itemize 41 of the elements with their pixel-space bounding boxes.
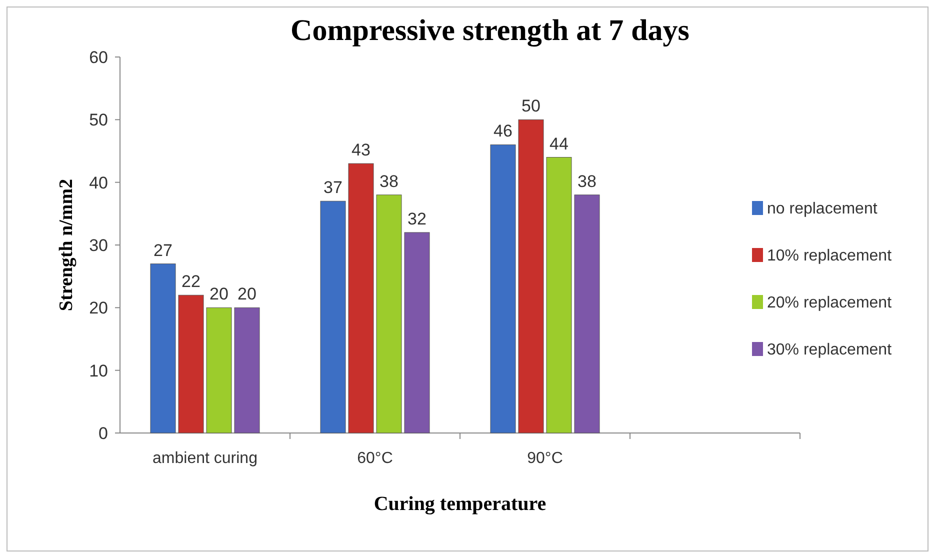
bar — [178, 294, 204, 434]
data-label: 37 — [324, 178, 342, 198]
y-tick-label: 20 — [89, 298, 108, 318]
legend-label: no replacement — [767, 200, 878, 218]
data-label: 20 — [210, 284, 228, 304]
data-label: 27 — [154, 240, 172, 260]
bar — [546, 157, 572, 434]
bar — [404, 232, 430, 434]
bar — [574, 194, 600, 434]
bar — [234, 307, 260, 434]
data-label: 20 — [238, 284, 256, 304]
y-tick-label: 0 — [98, 424, 108, 443]
x-tick-label: 60°C — [357, 450, 393, 467]
data-label: 46 — [494, 122, 512, 141]
data-label: 44 — [550, 134, 568, 154]
y-tick-label: 30 — [89, 236, 108, 255]
data-label: 38 — [380, 172, 398, 191]
y-tick-label: 10 — [89, 361, 108, 380]
y-tick-label: 50 — [89, 110, 108, 130]
bar — [348, 163, 374, 434]
bar — [150, 264, 176, 434]
data-label: 38 — [578, 172, 596, 191]
data-label: 32 — [408, 209, 426, 228]
bar — [206, 307, 232, 434]
legend-label: 30% replacement — [767, 342, 892, 359]
x-tick-label: 90°C — [527, 450, 563, 467]
chart-title: Compressive strength at 7 days — [290, 14, 690, 47]
bar — [320, 200, 346, 434]
bar — [518, 119, 544, 434]
legend-label: 10% replacement — [767, 248, 892, 265]
legend-label: 20% replacement — [767, 294, 892, 312]
bar — [490, 144, 516, 434]
y-tick-label: 40 — [89, 173, 108, 192]
y-axis-title: Strength n/mm2 — [56, 178, 77, 312]
y-tick-label: 60 — [89, 48, 108, 67]
data-label: 43 — [352, 140, 370, 160]
data-label: 50 — [522, 96, 540, 116]
x-tick-label: ambient curing — [152, 450, 258, 467]
x-axis-title: Curing temperature — [374, 493, 546, 515]
data-label: 22 — [182, 272, 200, 292]
bar — [376, 194, 402, 434]
